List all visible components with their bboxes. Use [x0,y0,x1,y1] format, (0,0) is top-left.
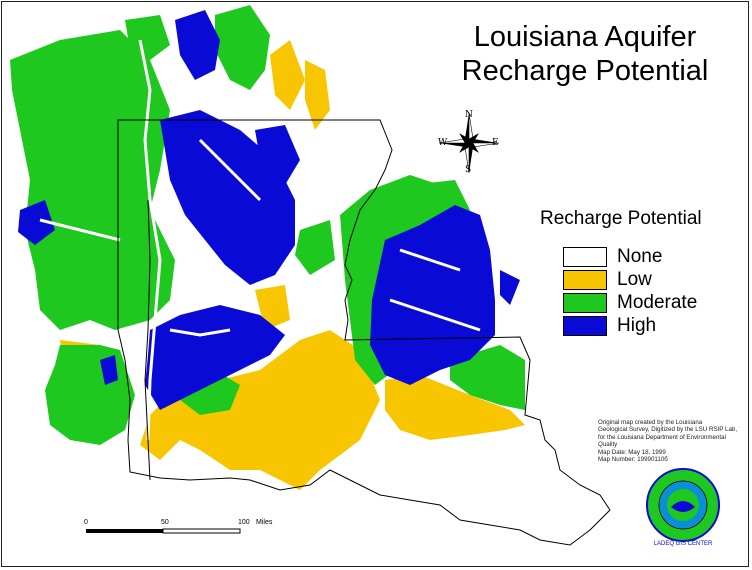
compass-west-label: W [438,138,448,148]
legend-label-high: High [617,314,657,336]
compass-south-label: S [465,165,472,175]
scale-bar: 0 50 100 Miles [70,519,310,549]
legend-swatch-low [563,269,607,290]
source-note-line: Geological Survey, Digitized by the LSU … [598,426,738,434]
source-note-line: Map Number: 19990110б [598,456,668,464]
river-channels [39,39,481,441]
map-title: Louisiana Aquifer Recharge Potential [430,20,740,88]
legend-item-none: None [563,245,697,268]
ladeq-logo-icon: LADEQ GIS CENTER [646,468,720,547]
legend-swatch-high [563,315,607,336]
logo-footer: LADEQ GIS CENTER [654,541,713,547]
legend: None Low Moderate High [563,245,697,337]
scale-unit: Miles [256,519,273,526]
scale-label-100: 100 [238,519,250,526]
zone-high [18,10,520,410]
source-note-line: Map Date: May 18, 1999 [598,448,666,456]
state-outline [117,119,611,546]
source-note-line: for the Louisiana Department of Environm… [598,433,726,441]
legend-swatch-none [563,246,607,267]
legend-label-none: None [617,245,663,267]
legend-label-moderate: Moderate [617,291,698,313]
source-note: Original map created by the Louisiana Ge… [598,419,748,463]
legend-item-moderate: Moderate [563,291,697,314]
title-line-1: Louisiana Aquifer [473,21,697,53]
scale-label-0: 0 [84,519,88,526]
legend-swatch-moderate [563,292,607,313]
scale-label-50: 50 [161,519,169,526]
legend-title: Recharge Potential [540,208,702,229]
title-line-2: Recharge Potential [461,55,709,87]
legend-label-low: Low [617,268,652,290]
source-note-line: Original map created by the Louisiana [598,419,703,426]
compass-north-label: N [465,110,473,120]
source-note-line: Quality [598,441,618,449]
compass-east-label: E [492,138,499,148]
compass-rose-icon [438,112,500,174]
scale-bar-graphic [86,528,241,534]
legend-item-low: Low [563,268,697,291]
legend-item-high: High [563,314,697,337]
